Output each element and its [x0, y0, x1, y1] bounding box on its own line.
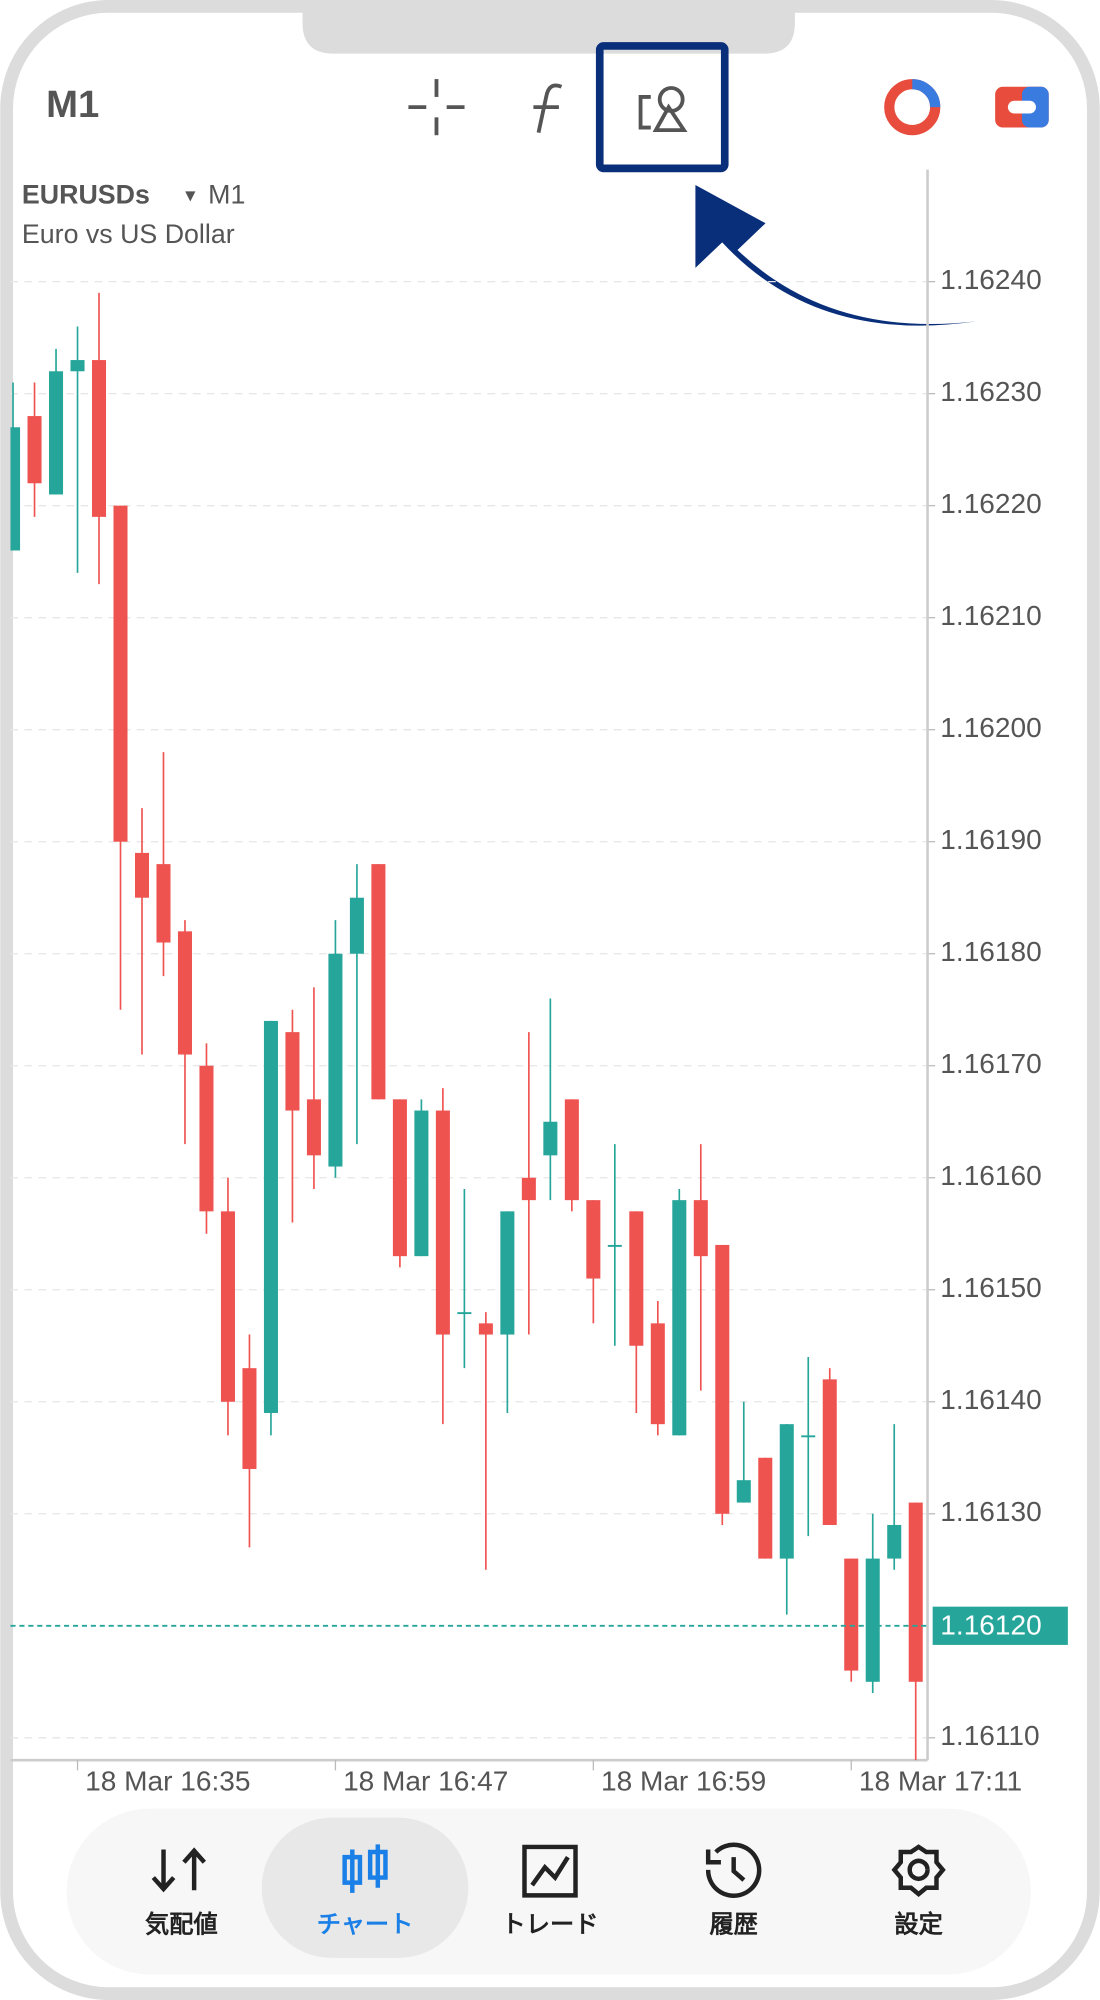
crosshair-icon[interactable]: [408, 79, 465, 136]
candle-body: [156, 864, 171, 943]
candle-body: [49, 371, 64, 495]
candle-body: [543, 1121, 558, 1156]
nav-icon[interactable]: [342, 1844, 388, 1893]
candle-body: [414, 1110, 429, 1257]
symbol: EURUSDs: [22, 180, 150, 210]
candle-body: [758, 1457, 773, 1559]
candle-body: [478, 1323, 493, 1335]
trade-icon[interactable]: [995, 86, 1049, 128]
candle-body: [134, 852, 150, 898]
nav-icon[interactable]: [151, 1847, 207, 1893]
candle-body: [220, 1211, 235, 1402]
candle-body: [91, 360, 107, 517]
candle-body: [457, 1312, 472, 1315]
candle-body: [306, 1099, 321, 1156]
candle-body: [285, 1032, 300, 1111]
bottom-nav: [66, 1808, 1031, 1975]
candle-body: [887, 1524, 902, 1559]
y-tick-label: 1.16210: [940, 600, 1041, 631]
symbol-description: Euro vs US Dollar: [22, 219, 235, 249]
y-tick-label: 1.16220: [940, 488, 1041, 519]
indicator-icon[interactable]: [533, 83, 563, 134]
nav-label[interactable]: チャート: [317, 1911, 414, 1938]
candle-body: [715, 1244, 730, 1514]
x-tick-label: 18 Mar 16:35: [85, 1766, 250, 1797]
symbol-menu-icon[interactable]: [185, 191, 196, 202]
y-tick-label: 1.16200: [940, 712, 1041, 743]
y-tick-label: 1.16140: [940, 1384, 1041, 1415]
nav-active-bg: [261, 1817, 469, 1958]
candle-body: [199, 1065, 214, 1212]
candle-body: [392, 1099, 407, 1257]
nav-icon-shape: [891, 1844, 946, 1898]
candle-body: [672, 1200, 687, 1436]
y-tick-label: 1.16150: [940, 1272, 1041, 1303]
nav-label[interactable]: 設定: [894, 1910, 943, 1938]
y-tick-label: 1.16170: [940, 1048, 1041, 1079]
candle-body: [564, 1099, 579, 1201]
y-tick-label: 1.16180: [940, 936, 1041, 967]
nav-label[interactable]: 気配値: [145, 1910, 218, 1938]
candle-body: [629, 1211, 644, 1346]
candle-body: [736, 1480, 751, 1503]
chart: 1.16240 1.16230 1.16220 1.16210 1.16200 1.161…: [10, 169, 1068, 1797]
nav-label[interactable]: 履歴: [709, 1911, 757, 1938]
candle-body: [113, 505, 128, 842]
candle-body: [435, 1110, 450, 1335]
candle-body: [779, 1424, 794, 1559]
nav-icon-shape: [151, 1847, 207, 1893]
y-tick-label: 1.16110: [940, 1720, 1039, 1751]
timeframe-button[interactable]: M1: [46, 83, 99, 126]
nav-icon-shape: [522, 1844, 578, 1898]
y-tick-label: 1.16240: [940, 264, 1041, 295]
candle-body: [865, 1558, 880, 1682]
y-tick-label: 1.16160: [940, 1160, 1041, 1191]
candle-body: [349, 897, 364, 954]
current-price-label: 1.16120: [940, 1609, 1041, 1640]
x-tick-label: 18 Mar 16:59: [601, 1766, 766, 1797]
y-tick-label: 1.16190: [940, 824, 1041, 855]
candle-body: [177, 931, 192, 1055]
candle-body: [27, 416, 42, 484]
highlight-box: [595, 42, 729, 173]
notch: [302, 0, 795, 54]
nav-icon[interactable]: [891, 1844, 946, 1898]
candle-body: [328, 953, 343, 1167]
nav-icon[interactable]: [522, 1844, 578, 1898]
candle-body: [650, 1323, 665, 1425]
candle-body: [500, 1211, 515, 1335]
objects-icon[interactable]: [638, 86, 688, 133]
y-tick-label: 1.16130: [940, 1496, 1041, 1527]
account-icon[interactable]: [884, 79, 941, 136]
nav-icon-shape: [705, 1842, 762, 1898]
x-tick-label: 18 Mar 16:47: [343, 1766, 508, 1797]
candle-body: [371, 864, 386, 1100]
candle-body: [70, 360, 85, 372]
nav-icon[interactable]: [705, 1842, 762, 1898]
candle-body: [908, 1502, 923, 1682]
candle-body: [822, 1379, 837, 1525]
candle-body: [607, 1244, 622, 1247]
nav-label[interactable]: トレード: [502, 1911, 599, 1938]
nav-icon-shape: [342, 1844, 388, 1893]
x-tick-label: 18 Mar 17:11: [859, 1766, 1022, 1797]
candle-body: [263, 1020, 278, 1413]
candle-body: [521, 1177, 536, 1201]
candle-body: [586, 1200, 601, 1279]
candle-body: [242, 1368, 257, 1469]
nav-items: 気配値 チャート トレード 履歴 設定: [145, 1817, 946, 1958]
y-tick-label: 1.16230: [940, 376, 1041, 407]
chart-timeframe: M1: [208, 180, 245, 210]
candle-body: [844, 1558, 859, 1671]
candles: [10, 292, 923, 1761]
candle-body: [10, 427, 21, 551]
candle-body: [693, 1200, 708, 1257]
candle-body: [801, 1435, 816, 1438]
current-price-tag: [932, 1606, 1068, 1645]
